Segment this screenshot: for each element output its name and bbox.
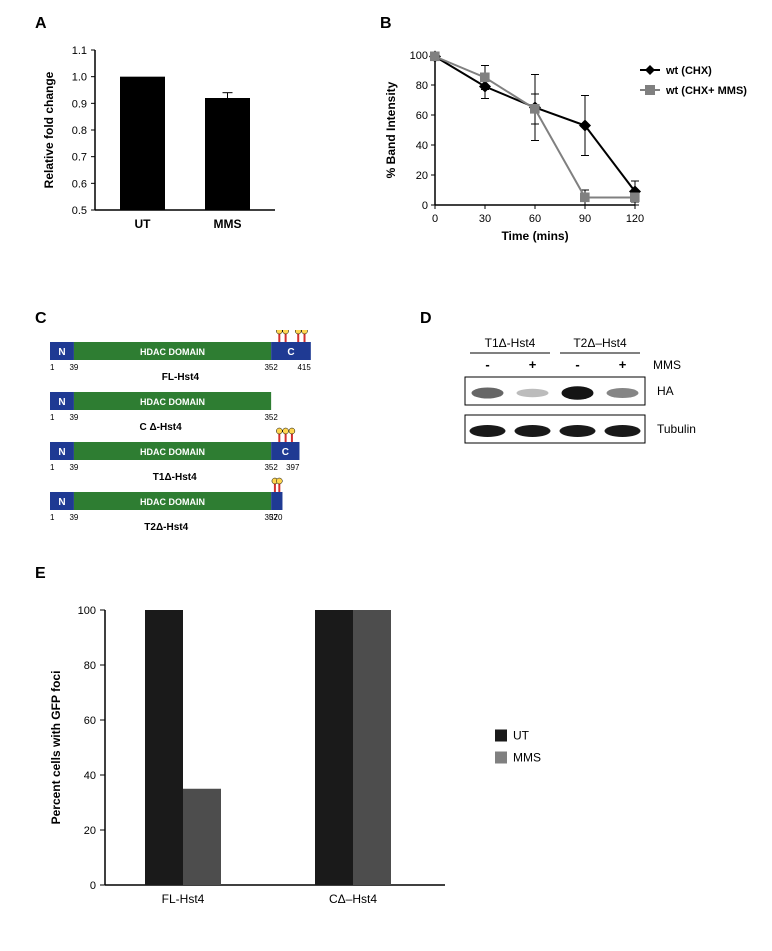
svg-text:397: 397 <box>286 463 300 472</box>
svg-text:39: 39 <box>69 513 78 522</box>
svg-text:HA: HA <box>657 384 674 398</box>
svg-text:T1Δ-Hst4: T1Δ-Hst4 <box>485 336 536 350</box>
figure: A 0.50.60.70.80.91.01.1UTMMSRelative fol… <box>10 10 762 941</box>
svg-text:1: 1 <box>50 413 55 422</box>
svg-text:90: 90 <box>579 213 591 225</box>
svg-text:0: 0 <box>422 200 428 212</box>
svg-text:C: C <box>282 447 289 458</box>
svg-text:C Δ-Hst4: C Δ-Hst4 <box>139 422 182 433</box>
svg-text:1.0: 1.0 <box>72 72 87 84</box>
svg-text:20: 20 <box>84 825 96 837</box>
svg-text:Time (mins): Time (mins) <box>501 229 568 243</box>
panel-e-chart: 0 20 40 60 80 100 FL-Hst4 CΔ–Hst4 Percent cells … <box>40 585 600 925</box>
svg-text:Relative fold change: Relative fold change <box>42 71 56 188</box>
svg-text:wt (CHX): wt (CHX) <box>665 65 712 77</box>
svg-text:0.5: 0.5 <box>72 205 87 217</box>
svg-text:Percent cells with GFP foci: Percent cells with GFP foci <box>49 671 63 825</box>
svg-text:415: 415 <box>297 363 311 372</box>
svg-text:352: 352 <box>264 463 278 472</box>
svg-text:T2Δ-Hst4: T2Δ-Hst4 <box>144 522 188 533</box>
svg-text:UT: UT <box>513 729 530 743</box>
svg-text:60: 60 <box>529 213 541 225</box>
svg-text:UT: UT <box>135 217 152 231</box>
svg-text:370: 370 <box>269 513 283 522</box>
panel-c-label: C <box>35 310 47 328</box>
svg-text:60: 60 <box>416 110 428 122</box>
svg-text:wt (CHX+ MMS): wt (CHX+ MMS) <box>665 85 747 97</box>
svg-text:CΔ–Hst4: CΔ–Hst4 <box>329 892 377 906</box>
svg-text:60: 60 <box>84 715 96 727</box>
svg-text:0.7: 0.7 <box>72 152 87 164</box>
svg-text:HDAC DOMAIN: HDAC DOMAIN <box>140 347 205 357</box>
svg-text:N: N <box>58 447 65 458</box>
svg-text:MMS: MMS <box>214 217 242 231</box>
panel-d-label: D <box>420 310 432 328</box>
svg-text:+: + <box>619 357 627 372</box>
svg-text:MMS: MMS <box>653 358 681 372</box>
svg-text:HDAC DOMAIN: HDAC DOMAIN <box>140 497 205 507</box>
svg-text:30: 30 <box>479 213 491 225</box>
svg-text:T1Δ-Hst4: T1Δ-Hst4 <box>153 472 197 483</box>
svg-text:T2Δ–Hst4: T2Δ–Hst4 <box>573 336 627 350</box>
svg-text:1: 1 <box>50 513 55 522</box>
svg-text:N: N <box>58 347 65 358</box>
svg-text:40: 40 <box>416 140 428 152</box>
svg-text:80: 80 <box>84 660 96 672</box>
svg-text:N: N <box>58 397 65 408</box>
svg-text:0: 0 <box>90 880 96 892</box>
svg-text:FL-Hst4: FL-Hst4 <box>162 372 200 383</box>
panel-e-label: E <box>35 565 46 583</box>
svg-text:+: + <box>529 357 537 372</box>
svg-text:39: 39 <box>69 463 78 472</box>
svg-text:HDAC DOMAIN: HDAC DOMAIN <box>140 397 205 407</box>
svg-text:39: 39 <box>69 413 78 422</box>
svg-text:-: - <box>485 357 489 372</box>
svg-text:100: 100 <box>410 50 428 62</box>
svg-text:% Band Intensity: % Band Intensity <box>384 81 398 178</box>
svg-text:40: 40 <box>84 770 96 782</box>
svg-text:0.8: 0.8 <box>72 125 87 137</box>
svg-text:-: - <box>575 357 579 372</box>
svg-text:1: 1 <box>50 363 55 372</box>
svg-text:20: 20 <box>416 170 428 182</box>
svg-text:352: 352 <box>264 413 278 422</box>
panel-b-chart: 0 20 40 60 80 100 0 30 60 90 120 Time (mins) % Band … <box>380 30 760 260</box>
svg-text:0.9: 0.9 <box>72 98 87 110</box>
svg-text:HDAC DOMAIN: HDAC DOMAIN <box>140 447 205 457</box>
svg-text:MMS: MMS <box>513 751 541 765</box>
svg-text:N: N <box>58 497 65 508</box>
svg-text:100: 100 <box>78 605 96 617</box>
panel-d-blot: T1Δ-Hst4 T2Δ–Hst4 - + - + MMS HA Tubulin <box>440 335 740 485</box>
svg-text:352: 352 <box>264 363 278 372</box>
svg-text:0: 0 <box>432 213 438 225</box>
svg-text:120: 120 <box>626 213 644 225</box>
panel-a-chart: 0.5 0.6 0.7 0.8 0.9 1.0 1.1 UT MMS Relative fold … <box>35 30 315 260</box>
svg-text:1: 1 <box>50 463 55 472</box>
svg-text:80: 80 <box>416 80 428 92</box>
svg-text:Tubulin: Tubulin <box>657 422 696 436</box>
svg-text:39: 39 <box>69 363 78 372</box>
panel-c-diagram: N HDAC DOMAIN C 1 39 352 415 FL-Hst4 N HDAC DOMAI… <box>50 330 380 540</box>
svg-text:0.6: 0.6 <box>72 178 87 190</box>
svg-text:C: C <box>287 347 294 358</box>
svg-text:1.1: 1.1 <box>72 45 87 57</box>
svg-text:FL-Hst4: FL-Hst4 <box>162 892 205 906</box>
